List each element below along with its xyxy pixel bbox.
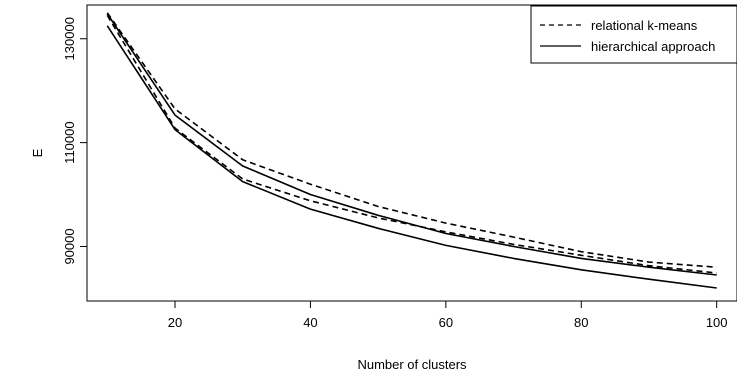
legend-box [530,5,737,64]
series-layer [106,12,717,289]
legend-label-relational-k-means: relational k-means [591,18,698,33]
legend: relational k-means hierarchical approach [530,5,737,64]
y-axis-title: E [30,148,45,157]
x-tick-label: 80 [574,315,588,330]
series-line-3-solid [106,13,717,276]
y-tick-label: 110000 [62,121,77,163]
x-tick-label: 20 [168,315,182,330]
x-axis-title: Number of clusters [357,357,467,372]
series-line-1-dashed [106,12,717,268]
x-tick-label: 100 [706,315,728,330]
series-line-4-solid [106,25,717,289]
legend-label-hierarchical-approach: hierarchical approach [591,39,715,54]
x-tick-label: 60 [439,315,453,330]
x-tick-label: 40 [303,315,317,330]
y-tick-label: 90000 [62,228,77,264]
y-tick-label: 130000 [62,17,77,60]
axes: 20 40 60 80 100 90000 110000 130000 [62,17,728,330]
